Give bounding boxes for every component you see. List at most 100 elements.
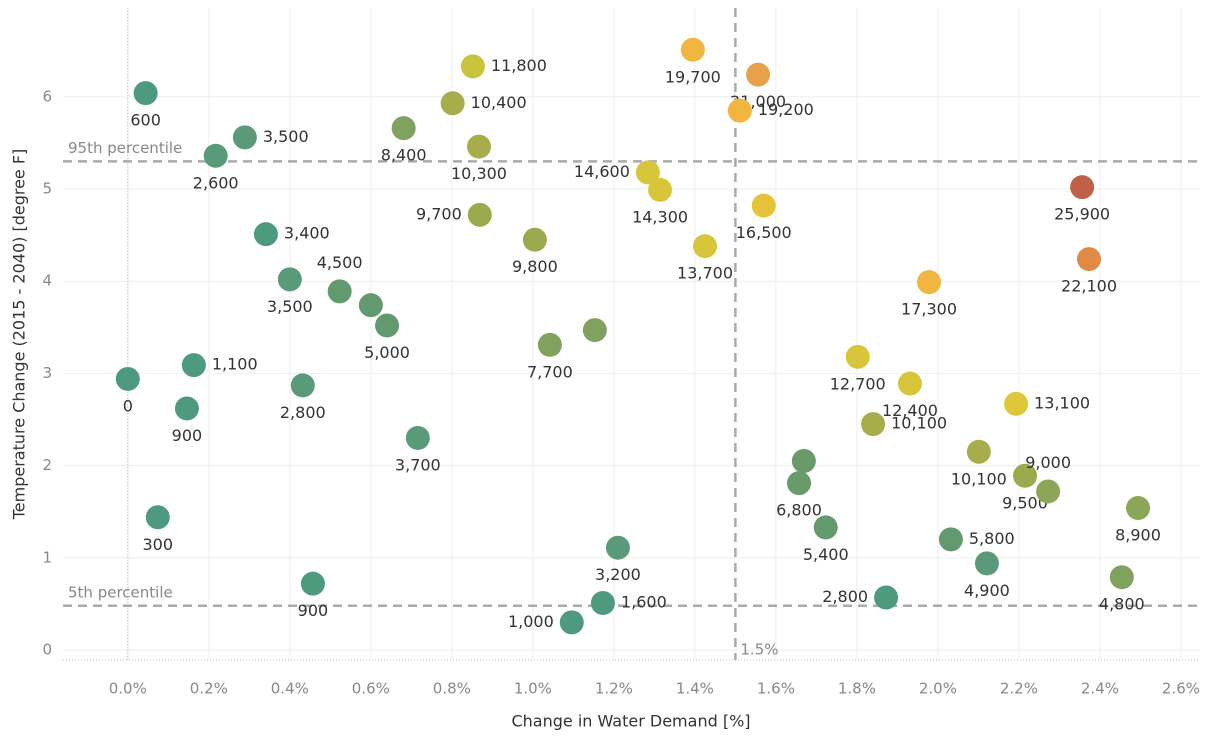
point xyxy=(174,396,199,421)
point-label: 11,800 xyxy=(491,56,547,75)
x-tick-label: 2.0% xyxy=(919,680,957,698)
point-label: 4,800 xyxy=(1099,595,1145,614)
point-label: 25,900 xyxy=(1054,205,1110,224)
point xyxy=(1126,496,1151,521)
point-label: 0 xyxy=(123,396,133,415)
point xyxy=(203,143,228,168)
point xyxy=(917,270,942,295)
point-label: 300 xyxy=(143,535,174,554)
x-tick-label: 1.6% xyxy=(757,680,795,698)
point xyxy=(466,134,491,159)
point xyxy=(845,344,870,369)
point-label: 2,800 xyxy=(822,587,868,606)
point xyxy=(786,471,811,496)
point-label: 4,500 xyxy=(317,253,363,272)
point-label: 3,500 xyxy=(263,127,309,146)
point xyxy=(1036,479,1061,504)
point xyxy=(727,98,752,123)
point xyxy=(181,353,206,378)
point xyxy=(966,439,991,464)
point-label: 4,900 xyxy=(964,581,1010,600)
y-axis-title: Temperature Change (2015 - 2040) [degree… xyxy=(10,149,29,521)
y-tick-label: 3 xyxy=(42,364,52,382)
point xyxy=(635,160,660,185)
x-tick-label: 0.0% xyxy=(109,680,147,698)
x-tick-label: 1.8% xyxy=(838,680,876,698)
point-label: 13,100 xyxy=(1034,393,1090,412)
point-label: 1,000 xyxy=(508,612,554,631)
point-label: 12,400 xyxy=(882,401,938,420)
point-label: 900 xyxy=(298,601,329,620)
point xyxy=(974,551,999,576)
reference-label: 1.5% xyxy=(740,641,778,659)
point xyxy=(327,279,352,304)
point-label: 3,200 xyxy=(595,565,641,584)
point-label: 22,100 xyxy=(1061,277,1117,296)
point xyxy=(746,62,771,87)
x-tick-label: 0.8% xyxy=(433,680,471,698)
x-tick-label: 2.6% xyxy=(1162,680,1200,698)
point xyxy=(861,412,886,437)
point xyxy=(133,81,158,106)
x-tick-label: 1.4% xyxy=(676,680,714,698)
point xyxy=(253,222,278,247)
point xyxy=(582,318,607,343)
point xyxy=(460,54,485,79)
point-label: 2,600 xyxy=(193,173,239,192)
point xyxy=(522,227,547,252)
y-tick-label: 0 xyxy=(42,641,52,659)
point-label: 10,400 xyxy=(471,93,527,112)
point-label: 8,400 xyxy=(381,146,427,165)
point xyxy=(791,449,816,474)
point xyxy=(440,91,465,116)
point xyxy=(559,610,584,635)
point-label: 5,000 xyxy=(364,343,410,362)
reference-label: 95th percentile xyxy=(68,139,182,157)
point-label: 14,300 xyxy=(632,207,688,226)
point xyxy=(897,371,922,396)
x-tick-label: 0.4% xyxy=(271,680,309,698)
point-label: 9,500 xyxy=(1002,493,1048,512)
point xyxy=(145,505,170,530)
x-axis-title: Change in Water Demand [%] xyxy=(511,712,750,731)
y-tick-label: 5 xyxy=(42,180,52,198)
x-tick-label: 2.4% xyxy=(1081,680,1119,698)
point-label: 19,200 xyxy=(758,100,814,119)
point-label: 12,700 xyxy=(830,374,886,393)
reference-label: 5th percentile xyxy=(68,583,173,601)
point xyxy=(693,234,718,259)
point xyxy=(375,313,400,338)
point xyxy=(648,177,673,202)
point xyxy=(1109,565,1134,590)
point-label: 1,600 xyxy=(621,593,667,612)
point xyxy=(290,373,315,398)
point-label: 3,400 xyxy=(284,224,330,243)
point xyxy=(300,571,325,596)
point-label: 600 xyxy=(130,111,161,130)
point-label: 17,300 xyxy=(901,300,957,319)
point xyxy=(680,37,705,62)
x-tick-label: 0.2% xyxy=(190,680,228,698)
point-label: 10,100 xyxy=(891,414,947,433)
x-tick-label: 1.2% xyxy=(595,680,633,698)
point-label: 5,400 xyxy=(803,545,849,564)
point xyxy=(813,515,838,540)
point-label: 9,000 xyxy=(1025,453,1071,472)
point-label: 9,700 xyxy=(416,204,462,223)
point-label: 9,800 xyxy=(512,257,558,276)
point xyxy=(467,202,492,227)
point xyxy=(590,591,615,616)
point-label: 5,800 xyxy=(969,529,1015,548)
x-tick-label: 0.6% xyxy=(352,680,390,698)
point-label: 10,100 xyxy=(951,469,1007,488)
point xyxy=(938,527,963,552)
point-label: 7,700 xyxy=(527,362,573,381)
point-label: 3,500 xyxy=(267,297,313,316)
point xyxy=(605,535,630,560)
point xyxy=(1004,391,1029,416)
point xyxy=(358,293,383,318)
point-label: 13,700 xyxy=(677,264,733,283)
y-tick-label: 4 xyxy=(42,272,52,290)
point xyxy=(405,425,430,450)
